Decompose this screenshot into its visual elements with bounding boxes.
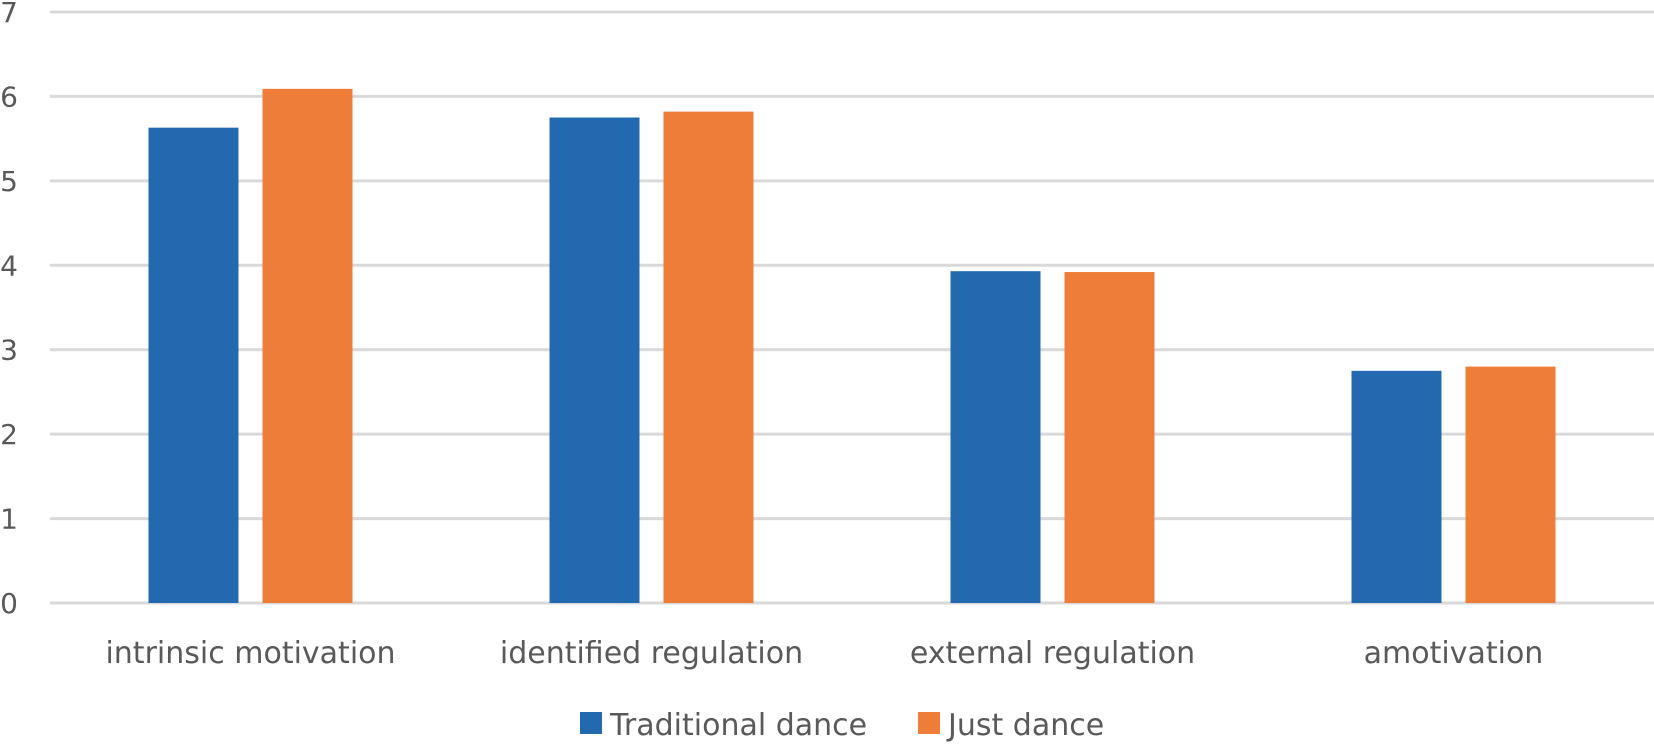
bar-traditional-dance-external-regulation <box>950 271 1041 603</box>
legend-label: Just dance <box>946 708 1104 743</box>
bar-traditional-dance-amotivation <box>1351 370 1442 603</box>
x-axis-category-labels: intrinsic motivation identified regulatio… <box>105 636 1543 671</box>
y-tick-label: 1 <box>0 503 18 536</box>
bar-just-dance-amotivation <box>1465 366 1556 603</box>
legend: Traditional dance Just dance <box>580 708 1104 743</box>
bar-just-dance-intrinsic-motivation <box>262 88 353 603</box>
legend-label: Traditional dance <box>609 708 867 743</box>
bars <box>148 88 1556 604</box>
y-tick-label: 0 <box>0 587 18 620</box>
bar-traditional-dance-intrinsic-motivation <box>148 127 239 603</box>
y-axis-tick-labels: 0 1 2 3 4 5 6 7 <box>0 0 18 620</box>
legend-swatch <box>918 712 940 734</box>
bar-just-dance-external-regulation <box>1064 272 1155 603</box>
y-tick-label: 4 <box>0 249 18 282</box>
y-tick-label: 6 <box>0 80 18 113</box>
y-tick-label: 2 <box>0 418 18 451</box>
x-category-label: intrinsic motivation <box>105 636 395 671</box>
x-category-label: amotivation <box>1364 636 1544 671</box>
x-category-label: external regulation <box>910 636 1195 671</box>
legend-swatch <box>580 712 602 734</box>
bar-traditional-dance-identified-regulation <box>549 117 640 604</box>
bar-just-dance-identified-regulation <box>663 111 754 603</box>
y-tick-label: 3 <box>0 334 18 367</box>
y-tick-label: 5 <box>0 165 18 198</box>
y-tick-label: 7 <box>0 0 18 29</box>
x-category-label: identified regulation <box>500 636 803 671</box>
